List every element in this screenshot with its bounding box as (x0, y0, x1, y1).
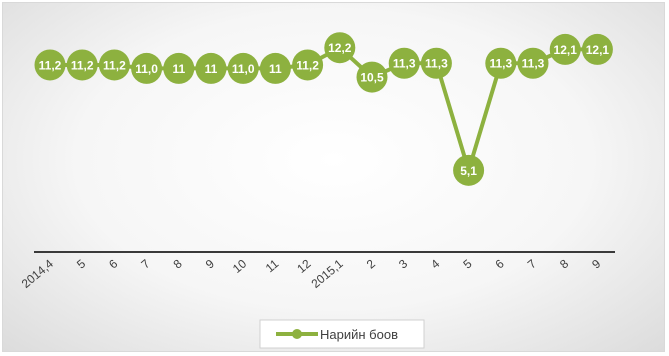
data-point-marker (517, 47, 549, 79)
data-label: 11,3 (522, 57, 545, 71)
data-point-marker (292, 49, 324, 81)
data-label: 11,3 (425, 57, 448, 71)
data-point-marker (453, 154, 485, 186)
x-tick-label: 2014,4 (19, 256, 56, 291)
data-point-marker (98, 49, 130, 81)
data-point-marker (420, 47, 452, 79)
data-label: 11,2 (71, 58, 94, 72)
data-point-marker (34, 49, 66, 81)
x-tick-label: 12 (294, 256, 313, 276)
x-tick-label: 4 (428, 256, 442, 271)
legend-marker-swatch (292, 329, 302, 339)
x-tick-label: 8 (171, 256, 185, 271)
data-label: 10,5 (360, 71, 384, 85)
data-points: 11,2 11,2 11,2 11,0 11 11 11,0 11 11,2 12,2 10,5 11… (34, 32, 613, 186)
data-label: 12,1 (586, 43, 610, 57)
x-tick-label: 9 (589, 256, 603, 271)
x-tick-label: 3 (396, 256, 410, 271)
x-tick-label: 6 (106, 256, 120, 271)
x-tick-label: 5 (74, 256, 88, 271)
legend-series-label: Нарийн боов (320, 327, 398, 342)
data-label: 11,0 (232, 62, 255, 76)
data-label: 11,2 (103, 58, 126, 72)
data-point-marker (66, 49, 98, 81)
data-point-marker (356, 61, 388, 93)
data-point-marker (131, 52, 163, 84)
data-point-marker (259, 52, 291, 84)
data-label: 11 (205, 62, 218, 76)
data-point-marker (485, 47, 517, 79)
data-point-marker (549, 33, 581, 65)
x-tick-label: 2 (364, 256, 378, 271)
data-point-marker (227, 52, 259, 84)
x-tick-label: 5 (460, 256, 474, 271)
x-tick-label: 11 (263, 256, 282, 275)
data-label: 11 (269, 62, 282, 76)
data-label: 11,2 (296, 58, 319, 72)
data-point-marker (388, 47, 420, 79)
data-label: 11 (172, 62, 185, 76)
data-label: 12,2 (328, 41, 352, 55)
data-point-marker (163, 52, 195, 84)
data-point-marker (195, 52, 227, 84)
data-label: 12,1 (554, 43, 578, 57)
x-tick-label: 7 (525, 256, 539, 271)
legend: Нарийн боов (259, 319, 425, 349)
data-point-marker (324, 32, 356, 64)
x-tick-label: 7 (138, 256, 152, 271)
x-tick-label: 2015,1 (309, 256, 346, 291)
x-tick-label: 6 (493, 256, 507, 271)
data-label: 11,2 (39, 58, 62, 72)
data-label: 5,1 (460, 164, 477, 178)
x-tick-label: 8 (557, 256, 571, 271)
data-label: 11,3 (489, 57, 512, 71)
x-tick-label: 9 (203, 256, 217, 271)
data-label: 11,3 (393, 57, 416, 71)
data-label: 11,0 (135, 62, 158, 76)
data-point-marker (581, 33, 613, 65)
x-tick-label: 10 (230, 256, 249, 276)
